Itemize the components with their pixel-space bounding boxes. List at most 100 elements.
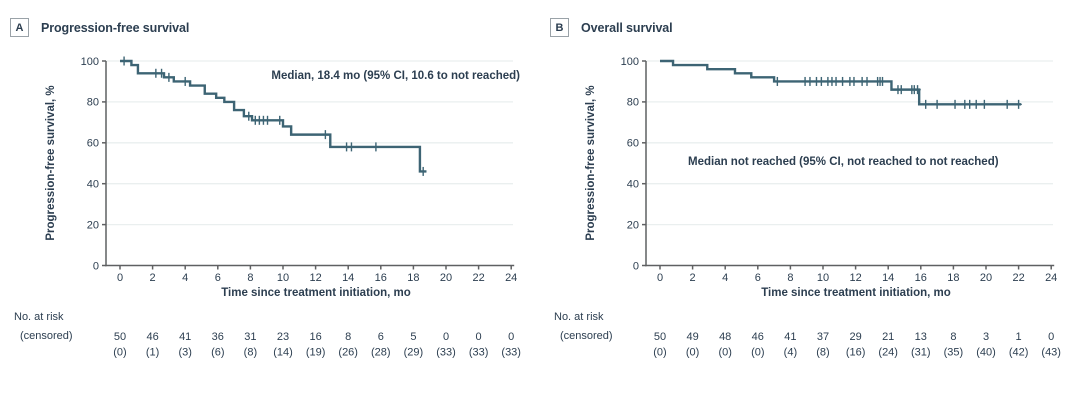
at-risk-count: 5 (410, 331, 416, 343)
at-risk-count: 49 (686, 331, 698, 343)
at-risk-count: 13 (915, 331, 927, 343)
at-risk-count: 23 (277, 331, 289, 343)
at-risk-count: 31 (244, 331, 256, 343)
at-risk-count: 29 (849, 331, 861, 343)
svg-text:8: 8 (247, 272, 253, 284)
svg-text:20: 20 (627, 219, 639, 231)
y-tick-labels: 0 20 40 60 80 100 (81, 56, 99, 272)
at-risk-count: 3 (983, 331, 989, 343)
censored-count: (0) (718, 347, 731, 359)
at-risk-count: 46 (752, 331, 764, 343)
svg-text:16: 16 (915, 272, 927, 284)
at-risk-count: 48 (719, 331, 731, 343)
gridlines (646, 60, 1053, 226)
svg-text:6: 6 (755, 272, 761, 284)
svg-text:10: 10 (277, 272, 289, 284)
x-tick-labels: 0 2 4 6 8 10 12 14 16 18 20 22 24 (657, 272, 1057, 284)
panel-a-risk-table-label: No. at risk (14, 311, 64, 323)
censored-count: (19) (306, 347, 326, 359)
risk-table-values: 50(0)46(1)41(3)36(6)31(8)23(14)16(19)8(2… (113, 331, 521, 359)
panel-a-title: Progression-free survival (41, 20, 190, 35)
gridlines (106, 60, 513, 226)
at-risk-count: 41 (784, 331, 796, 343)
censored-count: (26) (338, 347, 358, 359)
svg-text:4: 4 (182, 272, 188, 284)
svg-text:0: 0 (657, 272, 663, 284)
censored-count: (0) (686, 347, 699, 359)
at-risk-count: 0 (1048, 331, 1054, 343)
censored-count: (24) (878, 347, 898, 359)
censored-count: (4) (784, 347, 797, 359)
at-risk-count: 8 (345, 331, 351, 343)
y-tick-labels: 0 20 40 60 80 100 (621, 56, 639, 272)
svg-text:0: 0 (117, 272, 123, 284)
panel-b-title: Overall survival (581, 20, 673, 35)
svg-text:24: 24 (1045, 272, 1057, 284)
at-risk-count: 6 (378, 331, 384, 343)
svg-text:14: 14 (882, 272, 894, 284)
svg-text:6: 6 (215, 272, 221, 284)
censored-count: (0) (113, 347, 126, 359)
panel-a-letter-badge: A (10, 18, 29, 37)
at-risk-count: 37 (817, 331, 829, 343)
at-risk-count: 0 (476, 331, 482, 343)
at-risk-count: 36 (212, 331, 224, 343)
at-risk-count: 46 (146, 331, 158, 343)
censored-count: (8) (244, 347, 257, 359)
svg-text:14: 14 (342, 272, 354, 284)
panel-b-header: B Overall survival (550, 18, 673, 37)
svg-text:80: 80 (627, 97, 639, 109)
censored-count: (28) (371, 347, 391, 359)
censored-count: (14) (273, 347, 293, 359)
censored-count: (6) (211, 347, 224, 359)
censored-count: (0) (653, 347, 666, 359)
censor-marks (120, 56, 427, 176)
svg-text:40: 40 (87, 179, 99, 191)
censored-count: (1) (146, 347, 159, 359)
censored-count: (33) (436, 347, 456, 359)
svg-text:0: 0 (93, 260, 99, 272)
censored-count: (43) (1041, 347, 1061, 359)
censored-count: (33) (469, 347, 489, 359)
panel-b-median-annotation: Median not reached (95% CI, not reached … (688, 156, 999, 168)
axes (102, 60, 515, 270)
panel-b-censored-label: (censored) (560, 330, 613, 342)
panel-b-letter-badge: B (550, 18, 569, 37)
censored-count: (8) (816, 347, 829, 359)
svg-text:12: 12 (309, 272, 321, 284)
panel-a-x-axis-label: Time since treatment initiation, mo (221, 287, 411, 299)
at-risk-count: 41 (179, 331, 191, 343)
risk-table-values: 50 (0) 49 (0) 48 (0) 46 (0) 41 (4) 37 (8) 29 (16) 21 (2… (653, 331, 1061, 359)
axes (642, 60, 1055, 270)
at-risk-count: 8 (950, 331, 956, 343)
panel-overall-survival: B Overall survival Progression-free surv… (540, 0, 1080, 400)
survival-curve (660, 59, 1022, 106)
censored-count: (31) (911, 347, 931, 359)
svg-text:40: 40 (627, 179, 639, 191)
at-risk-count: 50 (654, 331, 666, 343)
svg-text:2: 2 (150, 272, 156, 284)
svg-text:20: 20 (440, 272, 452, 284)
panel-b-risk-table-label: No. at risk (554, 311, 604, 323)
censored-count: (0) (751, 347, 764, 359)
panel-a-median-annotation: Median, 18.4 mo (95% CI, 10.6 to not rea… (271, 70, 520, 82)
censored-count: (40) (976, 347, 996, 359)
panel-a-censored-label: (censored) (20, 330, 73, 342)
svg-text:18: 18 (407, 272, 419, 284)
censored-count: (16) (846, 347, 866, 359)
censored-count: (42) (1009, 347, 1029, 359)
svg-text:18: 18 (947, 272, 959, 284)
svg-text:16: 16 (375, 272, 387, 284)
svg-text:60: 60 (87, 138, 99, 150)
panel-a-header: A Progression-free survival (10, 18, 189, 37)
at-risk-count: 0 (443, 331, 449, 343)
censored-count: (3) (178, 347, 191, 359)
svg-text:80: 80 (87, 97, 99, 109)
censored-count: (29) (404, 347, 424, 359)
panel-b-x-axis-label: Time since treatment initiation, mo (761, 287, 951, 299)
svg-text:24: 24 (505, 272, 517, 284)
svg-text:22: 22 (472, 272, 484, 284)
